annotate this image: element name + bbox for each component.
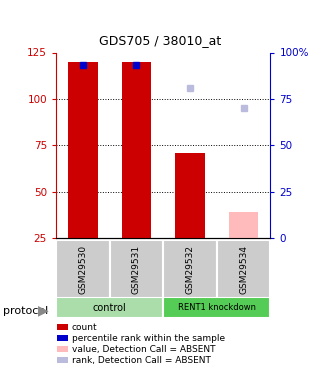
Bar — [56, 297, 163, 318]
Text: RENT1 knockdown: RENT1 knockdown — [178, 303, 256, 312]
Bar — [229, 212, 258, 238]
Text: control: control — [93, 303, 126, 313]
Bar — [163, 297, 270, 318]
Bar — [57, 346, 68, 352]
Text: GSM29532: GSM29532 — [186, 244, 195, 294]
Text: value, Detection Call = ABSENT: value, Detection Call = ABSENT — [72, 345, 215, 354]
Text: rank, Detection Call = ABSENT: rank, Detection Call = ABSENT — [72, 356, 211, 365]
Bar — [57, 324, 68, 330]
Bar — [175, 153, 205, 238]
Text: GSM29530: GSM29530 — [78, 244, 87, 294]
Bar — [68, 62, 98, 238]
Text: ▶: ▶ — [38, 303, 49, 318]
Bar — [57, 335, 68, 341]
Text: GSM29534: GSM29534 — [239, 244, 248, 294]
Bar — [57, 357, 68, 363]
Bar — [109, 240, 163, 298]
Bar — [122, 62, 151, 238]
Text: protocol: protocol — [3, 306, 48, 315]
Text: GSM29531: GSM29531 — [132, 244, 141, 294]
Text: count: count — [72, 322, 98, 332]
Bar — [217, 240, 270, 298]
Bar — [56, 240, 109, 298]
Text: percentile rank within the sample: percentile rank within the sample — [72, 334, 225, 343]
Text: GDS705 / 38010_at: GDS705 / 38010_at — [99, 34, 221, 47]
Bar — [163, 240, 217, 298]
